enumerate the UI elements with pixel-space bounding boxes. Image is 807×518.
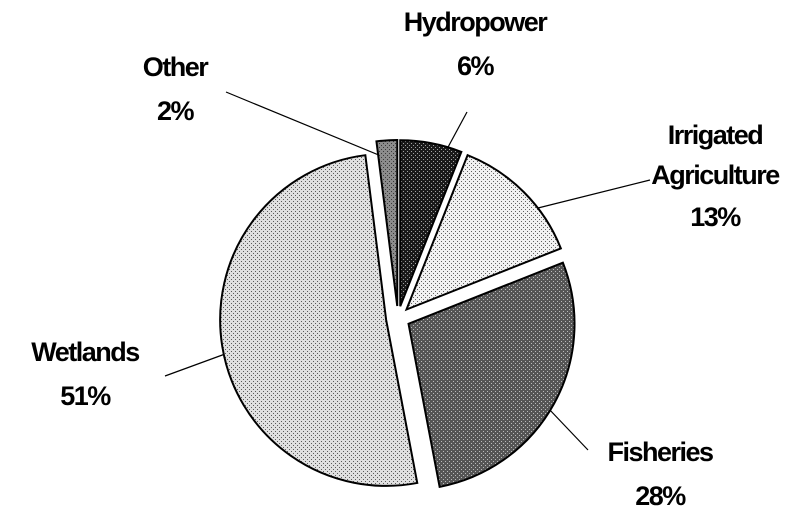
percent-label: 51%	[60, 381, 111, 411]
percent-label: 13%	[690, 202, 741, 232]
category-name: Irrigated Agriculture	[651, 120, 780, 190]
slice-label: Fisheries 28%	[570, 430, 750, 518]
category-name: Fisheries	[607, 437, 714, 467]
slice-label: Irrigated Agriculture 13%	[615, 115, 807, 239]
percent-label: 6%	[456, 51, 495, 81]
percent-label: 28%	[635, 481, 686, 511]
leader-line	[547, 407, 589, 451]
pie-slice	[375, 139, 399, 307]
pie-slice	[399, 139, 463, 307]
leader-line	[225, 91, 387, 159]
category-name: Other	[142, 52, 209, 82]
pie-slice	[404, 153, 563, 312]
percent-label: 2%	[156, 96, 195, 126]
slice-label: Hydropower 6%	[380, 0, 570, 88]
category-name: Hydropower	[403, 7, 548, 37]
leader-line	[529, 179, 651, 211]
slice-label: Wetlands 51%	[0, 330, 170, 418]
pie-slice	[219, 154, 419, 487]
slice-label: Other 2%	[100, 45, 250, 133]
pie-slice	[407, 261, 576, 489]
category-name: Wetlands	[31, 337, 140, 367]
